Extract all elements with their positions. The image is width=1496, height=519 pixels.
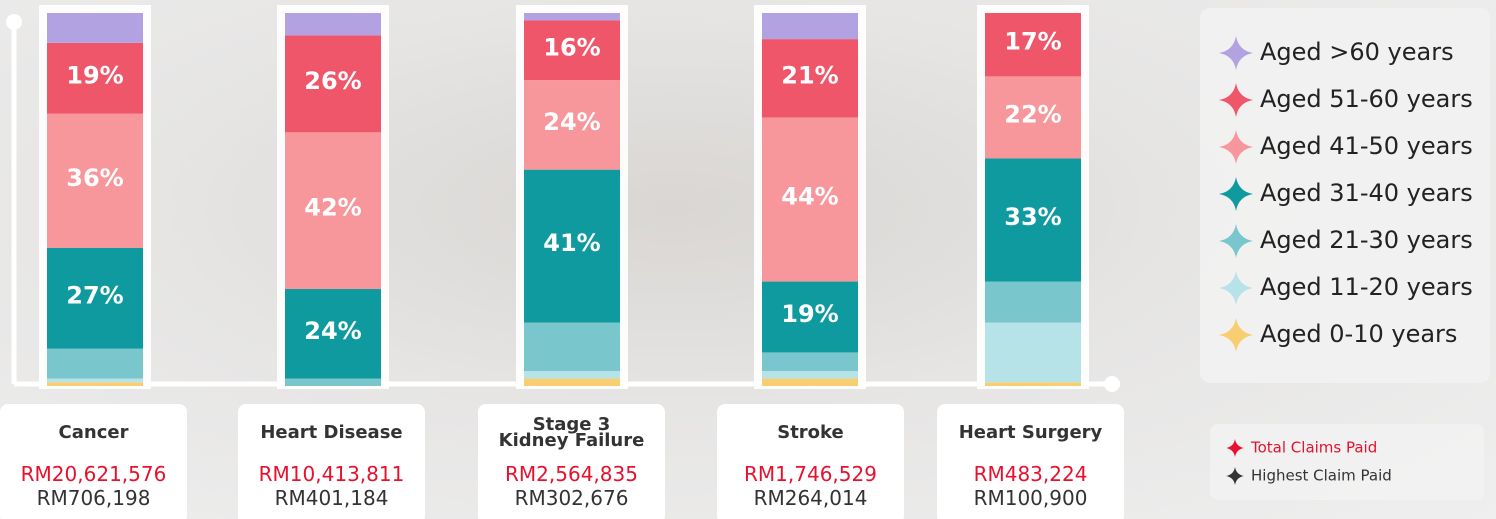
bar-segment	[285, 132, 381, 290]
claims-legend-label: Highest Claim Paid	[1251, 467, 1392, 485]
total-claims: RM2,564,835	[505, 462, 638, 486]
data-label: 33%	[1004, 203, 1061, 231]
bar-segment	[985, 281, 1081, 323]
data-label: 19%	[66, 61, 123, 89]
highest-claim: RM401,184	[274, 486, 389, 510]
category-card: Heart Disease RM10,413,811 RM401,184	[238, 404, 425, 519]
bar-segment	[985, 13, 1081, 77]
category-label: Heart Disease	[260, 422, 403, 443]
bar-segment	[524, 322, 620, 372]
total-claims: RM10,413,811	[258, 462, 405, 486]
legend-label: Aged 0-10 years	[1260, 320, 1457, 348]
total-claims: RM1,746,529	[744, 462, 877, 486]
bar-segment	[762, 378, 858, 386]
data-label: 22%	[1004, 100, 1061, 128]
highest-claim: RM706,198	[36, 486, 151, 510]
legend-marker	[1219, 83, 1253, 117]
bar-segment	[47, 42, 143, 114]
axis-end	[1104, 376, 1120, 392]
bar-segment	[524, 80, 620, 170]
claims-legend-marker	[1226, 439, 1244, 457]
legend-marker	[1219, 36, 1253, 70]
axis-end	[6, 14, 22, 30]
data-label: 26%	[304, 67, 361, 95]
category-label: Cancer	[58, 422, 129, 443]
data-label: 24%	[304, 317, 361, 345]
category-label: Stage 3 Kidney Failure	[498, 414, 645, 451]
bar-segment	[285, 35, 381, 133]
legend-box	[1200, 8, 1490, 383]
bar-segment	[524, 13, 620, 21]
data-label: 19%	[781, 300, 838, 328]
bar-segment	[47, 348, 143, 379]
data-label: 41%	[543, 229, 600, 257]
highest-claim: RM302,676	[514, 486, 629, 510]
category-label: Heart Surgery	[958, 422, 1103, 443]
data-label: 21%	[781, 61, 838, 89]
category-card: Stroke RM1,746,529 RM264,014	[717, 404, 904, 519]
legend-label: Aged 41-50 years	[1260, 132, 1473, 160]
legend-label: Aged >60 years	[1260, 38, 1454, 66]
bar-segment	[762, 39, 858, 118]
bar-segment	[762, 352, 858, 372]
bar-segment	[47, 13, 143, 43]
legend-marker	[1219, 224, 1253, 258]
bar-segment	[762, 371, 858, 379]
data-label: 16%	[543, 33, 600, 61]
bar-segment	[285, 13, 381, 36]
bar-segment	[762, 281, 858, 353]
bar-segment	[985, 158, 1081, 282]
bar-segment	[524, 378, 620, 386]
legend-label: Aged 21-30 years	[1260, 226, 1473, 254]
legend-label: Aged 51-60 years	[1260, 85, 1473, 113]
category-card: Stage 3 Kidney Failure RM2,564,835 RM302,6…	[478, 404, 665, 519]
category-card: Heart Surgery RM483,224 RM100,900	[937, 404, 1124, 519]
claims-legend-box	[1210, 424, 1484, 500]
category-card: Cancer RM20,621,576 RM706,198	[0, 404, 187, 519]
legend-marker	[1219, 318, 1253, 352]
data-label: 27%	[66, 281, 123, 309]
bar-segment	[762, 117, 858, 282]
claims-legend-label: Total Claims Paid	[1250, 439, 1377, 457]
legend-marker	[1219, 271, 1253, 305]
bar-segment	[285, 378, 381, 386]
legend-marker	[1219, 177, 1253, 211]
claims-legend-marker	[1226, 467, 1244, 485]
category-label: Stroke	[777, 422, 844, 443]
bar-segment	[524, 169, 620, 323]
bar-segment	[985, 76, 1081, 159]
bar-segment	[762, 13, 858, 40]
total-claims: RM483,224	[973, 462, 1088, 486]
data-label: 36%	[66, 164, 123, 192]
data-label: 42%	[304, 194, 361, 222]
data-label: 44%	[781, 183, 838, 211]
highest-claim: RM264,014	[753, 486, 868, 510]
legend-label: Aged 11-20 years	[1260, 273, 1473, 301]
legend-marker	[1219, 130, 1253, 164]
bar-segment	[47, 247, 143, 349]
bar-segment	[985, 322, 1081, 383]
bar-segment	[47, 378, 143, 383]
data-label: 24%	[543, 108, 600, 136]
bar-segment	[524, 371, 620, 379]
legend-label: Aged 31-40 years	[1260, 179, 1473, 207]
bar-segment	[524, 20, 620, 81]
bar-segment	[285, 289, 381, 379]
total-claims: RM20,621,576	[20, 462, 167, 486]
bar-segment	[985, 382, 1081, 386]
bar-segment	[47, 382, 143, 386]
highest-claim: RM100,900	[973, 486, 1088, 510]
bar-segment	[47, 113, 143, 248]
data-label: 17%	[1004, 28, 1061, 56]
